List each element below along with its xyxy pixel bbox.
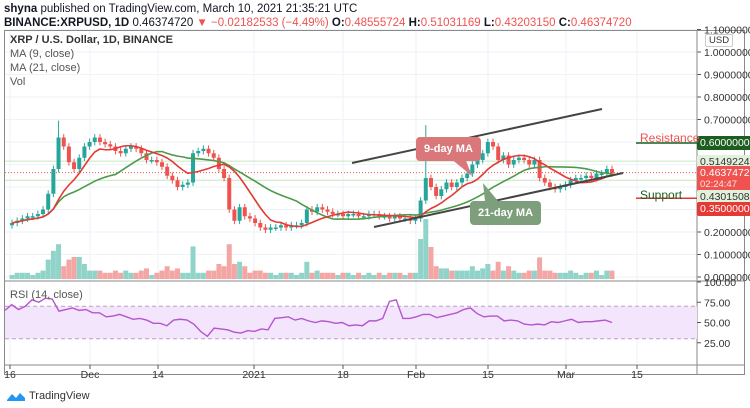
svg-text:Dec: Dec xyxy=(81,369,100,381)
low-value: 0.43203150 xyxy=(494,17,556,29)
chart-legend: XRP / U.S. Dollar, 1D, BINANCE MA (9, cl… xyxy=(10,33,173,89)
rsi-legend[interactable]: RSI (14, close) xyxy=(10,289,83,301)
symbol: BINANCE:XRPUSD, 1D xyxy=(4,17,130,29)
open-value: 0.48555724 xyxy=(344,17,406,29)
legend-title: XRP / U.S. Dollar, 1D, BINANCE xyxy=(10,34,174,46)
svg-text:2021: 2021 xyxy=(242,369,266,381)
tradingview-brand[interactable]: TradingView xyxy=(6,390,90,402)
legend-vol[interactable]: Vol xyxy=(10,76,26,88)
channel-upper-line xyxy=(351,108,603,164)
channel-lower-line xyxy=(373,172,624,228)
high-label: H: xyxy=(408,17,421,29)
close-value: 0.46374720 xyxy=(570,17,632,29)
resistance-label: Resistance xyxy=(640,131,700,145)
legend-ma21[interactable]: MA (21, close) xyxy=(10,62,81,74)
ma9-callout: 9-day MA xyxy=(416,137,481,161)
publisher-name[interactable]: shyna xyxy=(4,3,38,15)
last-price-tag: 0.46374720 02:24:47 xyxy=(697,166,750,192)
down-arrow-icon: ▼ xyxy=(196,17,208,29)
tradingview-logo-icon xyxy=(7,393,25,401)
support-price-tag: 0.35000000 xyxy=(697,202,750,216)
svg-text:0.90000000: 0.90000000 xyxy=(704,70,750,82)
high-value: 0.51031169 xyxy=(420,17,481,29)
svg-text:Mar: Mar xyxy=(557,369,576,381)
resistance-price-tag: 0.60000000 xyxy=(697,136,750,150)
last-price-value: 0.46374720 xyxy=(700,167,750,179)
brand-name: TradingView xyxy=(29,390,90,402)
published-text: published on TradingView.com, March 10, … xyxy=(40,3,358,15)
svg-text:15: 15 xyxy=(631,369,643,381)
svg-text:75.00: 75.00 xyxy=(704,297,730,309)
publisher-line: shyna published on TradingView.com, Marc… xyxy=(4,3,357,15)
ma21-line xyxy=(11,150,613,224)
svg-text:0.20000000: 0.20000000 xyxy=(704,227,750,239)
ma9-line xyxy=(11,144,613,228)
bar-countdown: 02:24:47 xyxy=(700,179,737,190)
ma9-price-tag: 0.43015080 xyxy=(697,190,750,204)
support-label: Support xyxy=(640,188,683,202)
price-change: −0.02182533 (−4.49%) xyxy=(211,17,329,29)
volume-bars xyxy=(9,219,615,279)
svg-text:18: 18 xyxy=(337,369,349,381)
svg-text:25.00: 25.00 xyxy=(704,338,730,350)
ma21-callout: 21-day MA xyxy=(470,201,542,225)
rsi-line xyxy=(4,297,613,338)
svg-text:0.70000000: 0.70000000 xyxy=(704,115,750,127)
svg-text:15: 15 xyxy=(482,369,494,381)
svg-text:0.80000000: 0.80000000 xyxy=(704,92,750,104)
svg-text:16: 16 xyxy=(4,369,16,381)
svg-text:100.00: 100.00 xyxy=(704,277,736,289)
svg-text:50.00: 50.00 xyxy=(704,318,730,330)
close-label: C: xyxy=(558,17,571,29)
open-label: O: xyxy=(331,17,345,29)
low-label: L: xyxy=(483,17,495,29)
svg-text:0.10000000: 0.10000000 xyxy=(704,250,750,262)
svg-text:1.10000000: 1.10000000 xyxy=(704,25,750,37)
svg-text:Feb: Feb xyxy=(407,369,425,381)
ma21-price-tag: 0.51492241 xyxy=(697,155,750,169)
ohlc-line: BINANCE:XRPUSD, 1D 0.46374720 ▼ −0.02182… xyxy=(4,17,632,29)
last-price: 0.46374720 xyxy=(132,17,194,29)
currency-badge[interactable]: USD xyxy=(705,34,734,47)
legend-ma9[interactable]: MA (9, close) xyxy=(10,48,75,60)
svg-text:14: 14 xyxy=(152,369,164,381)
